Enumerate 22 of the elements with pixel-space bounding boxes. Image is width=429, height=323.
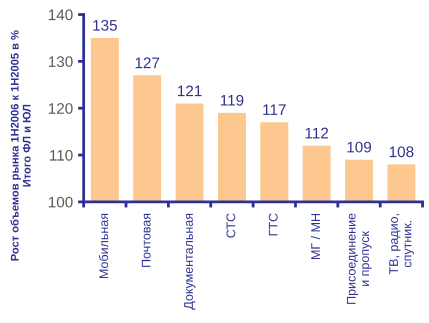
x-tick-label: Документальная <box>184 214 196 310</box>
data-label: 117 <box>263 104 286 115</box>
y-tick-label: 120 <box>48 103 73 114</box>
data-label: 127 <box>136 57 160 68</box>
data-label: 121 <box>178 86 202 96</box>
x-tick-label: СТС <box>226 213 236 238</box>
y-tick-label: 140 <box>48 9 73 20</box>
data-label: 109 <box>347 142 372 153</box>
x-tick-label: МГ / МН <box>310 214 320 259</box>
data-label: 112 <box>306 128 328 138</box>
x-tick-label: ГТС <box>268 213 278 236</box>
x-tick-label: Почтовая <box>142 214 151 267</box>
y-axis-title: Рост объемов рынка 1H2006 к 1H2005 в % Итого ФЛ и ЮЛ <box>10 30 31 260</box>
y-tick-label: 100 <box>48 196 73 208</box>
x-tick-label: Мобильная <box>98 214 108 278</box>
x-tick-label: ТВ, радио, спутник. <box>389 214 414 274</box>
x-tick-label: Присоединение и пропуск <box>346 214 372 304</box>
y-tick-label: 130 <box>48 56 73 68</box>
data-label: 108 <box>390 146 414 158</box>
data-label: 119 <box>220 94 244 106</box>
data-label: 135 <box>93 20 117 31</box>
y-tick-label: 110 <box>50 150 73 161</box>
